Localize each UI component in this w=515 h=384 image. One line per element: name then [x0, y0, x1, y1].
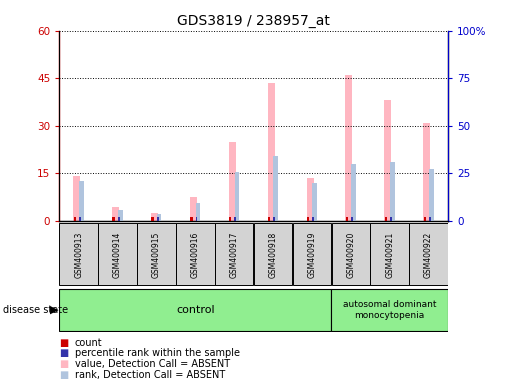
FancyBboxPatch shape: [254, 223, 293, 285]
Text: GSM400915: GSM400915: [152, 231, 161, 278]
Bar: [384, 101, 391, 221]
Bar: [429, 217, 431, 221]
FancyBboxPatch shape: [332, 289, 448, 331]
Bar: [235, 172, 239, 221]
Bar: [234, 217, 236, 221]
Text: GSM400918: GSM400918: [269, 231, 278, 278]
Bar: [79, 181, 84, 221]
Bar: [151, 213, 158, 221]
Bar: [112, 217, 115, 221]
Text: GSM400922: GSM400922: [424, 231, 433, 278]
Text: value, Detection Call = ABSENT: value, Detection Call = ABSENT: [75, 359, 230, 369]
Bar: [346, 217, 348, 221]
Bar: [312, 217, 314, 221]
Bar: [351, 217, 353, 221]
Bar: [229, 217, 231, 221]
Bar: [390, 217, 392, 221]
FancyBboxPatch shape: [293, 223, 331, 285]
FancyBboxPatch shape: [409, 223, 448, 285]
Bar: [273, 217, 275, 221]
Text: ■: ■: [59, 338, 68, 348]
Text: ■: ■: [59, 370, 68, 380]
Text: percentile rank within the sample: percentile rank within the sample: [75, 348, 239, 358]
Bar: [423, 217, 426, 221]
Text: autosomal dominant
monocytopenia: autosomal dominant monocytopenia: [343, 300, 437, 321]
Text: ▶: ▶: [50, 305, 58, 315]
Bar: [73, 177, 80, 221]
Bar: [74, 217, 76, 221]
Text: GSM400921: GSM400921: [385, 231, 394, 278]
Bar: [273, 156, 278, 221]
Text: GSM400917: GSM400917: [230, 231, 238, 278]
Text: control: control: [176, 305, 215, 315]
Bar: [229, 142, 236, 221]
Bar: [118, 217, 119, 221]
Bar: [268, 83, 274, 221]
Text: ■: ■: [59, 359, 68, 369]
Text: disease state: disease state: [3, 305, 67, 315]
Bar: [79, 217, 81, 221]
Text: GSM400919: GSM400919: [307, 231, 316, 278]
Bar: [390, 162, 395, 221]
Bar: [268, 217, 270, 221]
FancyBboxPatch shape: [370, 223, 409, 285]
Text: ■: ■: [59, 348, 68, 358]
Bar: [190, 217, 193, 221]
FancyBboxPatch shape: [176, 223, 215, 285]
Bar: [385, 217, 387, 221]
Bar: [118, 210, 123, 221]
Bar: [307, 217, 309, 221]
Text: GSM400916: GSM400916: [191, 231, 200, 278]
Bar: [423, 122, 430, 221]
Text: GSM400920: GSM400920: [347, 231, 355, 278]
Bar: [346, 75, 352, 221]
Bar: [190, 197, 197, 221]
FancyBboxPatch shape: [215, 223, 253, 285]
Bar: [112, 207, 119, 221]
Text: rank, Detection Call = ABSENT: rank, Detection Call = ABSENT: [75, 370, 225, 380]
FancyBboxPatch shape: [98, 223, 137, 285]
Bar: [157, 217, 159, 221]
FancyBboxPatch shape: [59, 223, 98, 285]
Bar: [151, 217, 153, 221]
Bar: [196, 217, 197, 221]
Bar: [313, 183, 317, 221]
Text: GSM400913: GSM400913: [74, 231, 83, 278]
Bar: [306, 178, 314, 221]
FancyBboxPatch shape: [59, 289, 332, 331]
Bar: [429, 169, 434, 221]
Bar: [196, 204, 200, 221]
FancyBboxPatch shape: [332, 223, 370, 285]
FancyBboxPatch shape: [137, 223, 176, 285]
Text: GSM400914: GSM400914: [113, 231, 122, 278]
Bar: [157, 214, 162, 221]
Title: GDS3819 / 238957_at: GDS3819 / 238957_at: [177, 14, 330, 28]
Text: count: count: [75, 338, 102, 348]
Bar: [351, 164, 356, 221]
